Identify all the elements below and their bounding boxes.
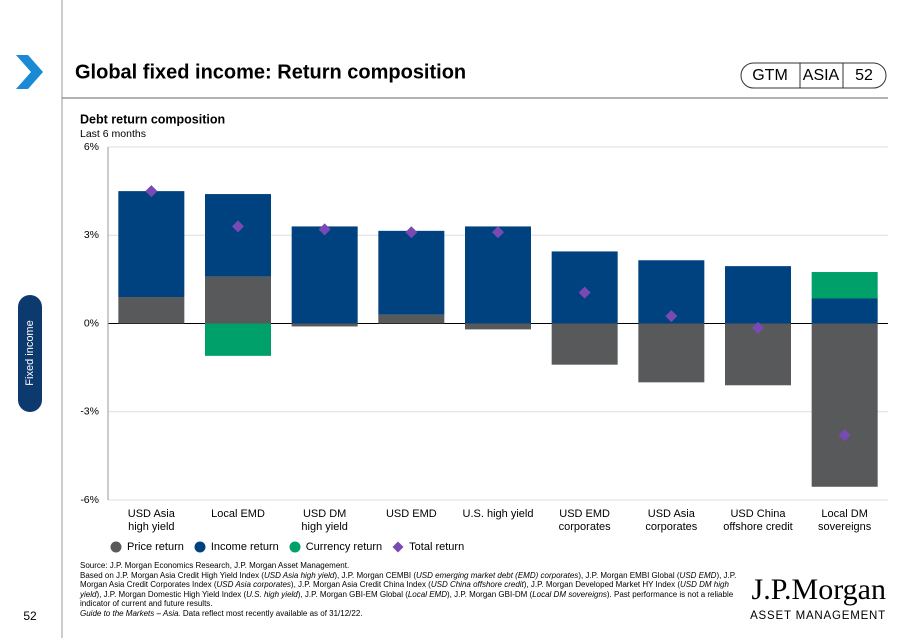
total-marker — [492, 226, 504, 239]
bar-segment — [291, 323, 358, 327]
footnotes: Source: J.P. Morgan Economics Research, … — [80, 561, 748, 619]
note-segment: USD Asia high yield — [263, 570, 335, 580]
bar-segment — [378, 230, 445, 315]
x-tick-label: USD EMD corporates — [558, 508, 611, 533]
y-tick-label: 3% — [84, 229, 99, 241]
total-marker — [752, 321, 764, 334]
logo-sub: ASSET MANAGEMENT — [750, 610, 886, 622]
total-marker — [578, 286, 591, 299]
bar-segment — [465, 323, 531, 330]
legend-dot — [194, 541, 206, 553]
legend-item: Total return — [392, 541, 464, 553]
legend-swatch — [289, 541, 301, 553]
note-segment: ), J.P. Morgan Asia Credit Corporates In… — [80, 570, 737, 590]
bar-segment — [205, 276, 271, 324]
slide-title: Global fixed income: Return composition — [75, 61, 466, 83]
badge-text: 52 — [855, 67, 873, 84]
legend-item: Currency return — [289, 541, 382, 553]
bar-segment — [725, 266, 791, 324]
page-number: 52 — [23, 609, 37, 623]
legend-dot — [289, 541, 301, 553]
note-segment: USD DM high yield — [80, 580, 729, 599]
bar-segment — [811, 272, 878, 299]
note-segment: ), J.P. Morgan Domestic High Yield Index… — [96, 589, 247, 599]
note-segment: Local DM sovereigns — [532, 589, 607, 599]
source: Source: J.P. Morgan Economics Research, … — [80, 561, 350, 570]
badge-text: GTM — [752, 67, 788, 84]
note-segment: ), J.P. Morgan EMBI Global ( — [578, 570, 680, 580]
legend-item: Income return — [194, 541, 279, 553]
x-tick-label: USD China offshore credit — [723, 508, 793, 533]
bar-segment — [465, 226, 531, 324]
x-tick-label: USD DM high yield — [301, 508, 348, 533]
legend-dot — [110, 541, 122, 553]
legend-item: Price return — [110, 541, 184, 553]
legend-diamond — [392, 541, 404, 553]
chevron-icon — [16, 55, 43, 89]
note-segment: Data reflect most recently available as … — [180, 608, 363, 618]
sidebar-label: Fixed income — [24, 320, 36, 385]
legend-label: Income return — [210, 541, 279, 553]
total-marker — [838, 429, 851, 442]
y-tick-label: 6% — [84, 141, 99, 153]
bar-segment — [205, 194, 271, 277]
note-segment: U.S. high yield — [246, 589, 298, 599]
note-segment: USD emerging market debt (EMD) corporate… — [416, 570, 579, 580]
bar-segment — [638, 323, 705, 383]
legend-swatch — [194, 541, 206, 553]
bar-segment — [118, 297, 185, 324]
x-tick-label: Local EMD — [211, 508, 265, 520]
legend-label: Total return — [409, 541, 465, 553]
note-segment: ), J.P. Morgan Developed Market HY Index… — [523, 580, 681, 590]
x-tick-label: USD EMD — [385, 508, 437, 520]
total-marker — [405, 226, 418, 239]
note-segment: USD China offshore credit — [430, 580, 524, 590]
legend-swatch — [392, 541, 404, 553]
total-marker — [232, 220, 244, 233]
y-tick-label: -6% — [80, 494, 99, 506]
note-segment: ), J.P. Morgan CEMBI ( — [334, 570, 417, 580]
bar-segment — [291, 226, 358, 324]
legend-swatch — [110, 541, 122, 553]
badge — [740, 62, 887, 89]
note-segment: Guide to the Markets – Asia. — [80, 608, 181, 618]
x-tick-label: Local DM sovereigns — [818, 508, 872, 533]
total-marker — [665, 310, 678, 323]
total-marker — [145, 185, 158, 198]
bar-segment — [205, 323, 271, 356]
x-tick-label: USD Asia high yield — [127, 508, 175, 533]
note-segment: USD EMD — [679, 570, 717, 580]
chart-subtitle: Last 6 months — [80, 128, 146, 140]
note-segment: ), J.P. Morgan GBI-EM Global ( — [297, 589, 408, 599]
note-segment: ). Past performance is not a reliable in… — [80, 589, 734, 609]
x-tick-label: USD Asia corporates — [645, 508, 698, 533]
logo: J.P.Morgan — [752, 573, 886, 606]
note-segment: Based on J.P. Morgan Asia Credit High Yi… — [80, 570, 264, 580]
note-segment: ), J.P. Morgan GBI-DM ( — [446, 589, 533, 599]
y-tick-label: 0% — [84, 317, 99, 329]
note-segment: ), J.P. Morgan Asia Credit China Index ( — [290, 580, 431, 590]
legend-label: Price return — [127, 541, 184, 553]
guide-note: Guide to the Markets – Asia. Data reflec… — [80, 609, 748, 619]
note-segment: USD Asia corporates — [216, 580, 291, 590]
badge-text: ASIA — [803, 67, 840, 84]
legend-label: Currency return — [305, 541, 383, 553]
note-segment: Local EMD — [407, 589, 447, 599]
bar-segment — [118, 191, 185, 298]
legend: Price return Income return Currency return… — [110, 541, 464, 553]
x-tick-label: U.S. high yield — [462, 508, 534, 520]
bar-segment — [811, 298, 878, 324]
bar-segment — [811, 323, 878, 487]
sidebar-pill — [18, 295, 42, 412]
y-tick-label: -3% — [80, 406, 99, 418]
bar-segment — [551, 323, 618, 365]
total-marker — [318, 223, 331, 236]
notes: Based on J.P. Morgan Asia Credit High Yi… — [80, 571, 748, 609]
bar-segment — [378, 314, 445, 324]
chart-title: Debt return composition — [80, 112, 225, 126]
